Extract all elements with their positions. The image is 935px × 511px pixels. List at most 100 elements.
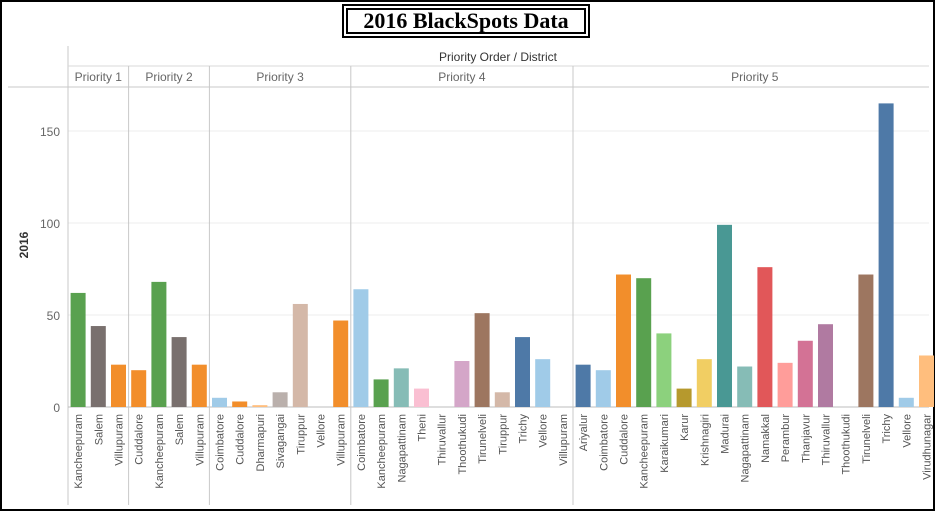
x-tick-label: Vellore <box>901 414 913 448</box>
bar <box>656 333 672 407</box>
bar <box>131 370 147 407</box>
x-tick-label: Ariyalur <box>578 414 590 452</box>
bar <box>292 303 308 407</box>
priority-header: Priority 4 <box>438 70 486 84</box>
x-tick-label: Kancheepuram <box>73 414 85 489</box>
x-tick-label: Tiruppur <box>295 414 307 455</box>
bar <box>898 397 914 407</box>
chart-title-box: 2016 BlackSpots Data <box>342 4 590 38</box>
bar <box>353 289 369 407</box>
bar <box>858 274 874 407</box>
bar <box>919 355 934 407</box>
bar <box>111 364 126 407</box>
y-axis-label: 2016 <box>17 231 31 258</box>
bar <box>777 362 793 407</box>
x-tick-label: Theni <box>417 414 429 442</box>
x-tick-label: Nagapattinam <box>740 414 752 483</box>
x-tick-label: Kancheepuram <box>154 414 166 489</box>
bar <box>535 359 551 407</box>
column-header: Priority Order / District <box>439 50 558 64</box>
x-tick-label: Coimbatore <box>598 414 610 471</box>
priority-header: Priority 3 <box>256 70 304 84</box>
bar <box>797 340 813 407</box>
x-tick-label: Madurai <box>720 414 732 454</box>
x-tick-label: Karur <box>679 414 691 441</box>
bar <box>696 359 712 407</box>
bar <box>595 370 611 407</box>
x-tick-label: Thanjavur <box>800 414 812 463</box>
x-tick-label: Salem <box>93 414 105 445</box>
x-tick-label: Villupuram <box>558 414 570 466</box>
x-tick-label: Thiruvallur <box>437 414 449 466</box>
bar <box>878 103 894 408</box>
x-tick-label: Namakkal <box>760 414 772 463</box>
bar <box>494 392 510 407</box>
bar <box>70 292 86 407</box>
bar <box>232 401 248 407</box>
x-tick-label: Sivagangai <box>275 414 287 468</box>
priority-headers: Priority 1 Priority 2 Priority 3 Priority 4… <box>75 70 779 84</box>
x-tick-label: Salem <box>174 414 186 445</box>
x-tick-label: Cuddalore <box>134 414 146 465</box>
x-tick-label: Kancheepuram <box>639 414 651 489</box>
x-tick-label: Thiruvallur <box>821 414 833 466</box>
y-tick-label: 100 <box>40 217 60 231</box>
bar <box>252 405 268 407</box>
x-tick-label: Vellore <box>538 414 550 448</box>
x-tick-label: Coimbatore <box>215 414 227 471</box>
x-tick-label: Coimbatore <box>356 414 368 471</box>
x-tick-label: Karaikumari <box>659 414 671 473</box>
bar <box>676 388 692 407</box>
bar <box>717 224 732 407</box>
bar <box>474 313 490 407</box>
x-tick-label: Cuddalore <box>235 414 247 465</box>
chart-title: 2016 BlackSpots Data <box>363 8 569 33</box>
x-tick-label: Villupuram <box>114 414 126 466</box>
x-tick-label: Cuddalore <box>619 414 631 465</box>
bar <box>616 274 631 407</box>
bar <box>393 368 409 407</box>
x-tick-label: Tirunelveli <box>477 414 489 464</box>
x-tick-label: Kancheepuram <box>376 414 388 489</box>
bar <box>757 267 773 407</box>
bar <box>818 324 833 407</box>
x-tick-label: Villupuram <box>194 414 206 466</box>
bar <box>414 388 429 407</box>
bar <box>171 337 187 407</box>
priority-header: Priority 2 <box>145 70 193 84</box>
bar <box>454 361 470 407</box>
chart-dividers <box>8 46 929 505</box>
x-tick-label: Tiruppur <box>497 414 509 455</box>
priority-header: Priority 1 <box>75 70 123 84</box>
bar <box>515 337 530 407</box>
x-tick-label: Perambur <box>780 414 792 463</box>
x-tick-label: Tirunelveli <box>861 414 873 464</box>
bar <box>575 364 591 407</box>
bar <box>636 278 652 407</box>
bar <box>90 326 106 407</box>
bars <box>70 103 934 408</box>
bar <box>191 364 207 407</box>
bar <box>151 281 167 407</box>
bar <box>737 366 753 407</box>
bar <box>333 320 349 407</box>
x-tick-label: Trichy <box>518 414 530 444</box>
x-axis-labels: Kancheepuram Salem Villupuram Cuddalore Kanc… <box>73 414 933 489</box>
x-tick-label: Vellore <box>316 414 328 448</box>
y-axis-ticks: 0 50 100 150 <box>40 125 60 415</box>
x-tick-label: Virudhunagar <box>922 414 934 480</box>
bar <box>212 397 227 407</box>
x-tick-label: Trichy <box>881 414 893 444</box>
y-tick-label: 150 <box>40 125 60 139</box>
x-tick-label: Nagapattinam <box>396 414 408 483</box>
x-tick-label: Krishnagiri <box>699 414 711 466</box>
x-tick-label: Dharmapuri <box>255 414 267 471</box>
gridlines <box>68 130 929 316</box>
bar <box>272 392 288 407</box>
x-tick-label: Thoothukudi <box>841 414 853 475</box>
y-tick-label: 50 <box>47 309 61 323</box>
priority-header: Priority 5 <box>731 70 779 84</box>
x-tick-label: Villupuram <box>336 414 348 466</box>
